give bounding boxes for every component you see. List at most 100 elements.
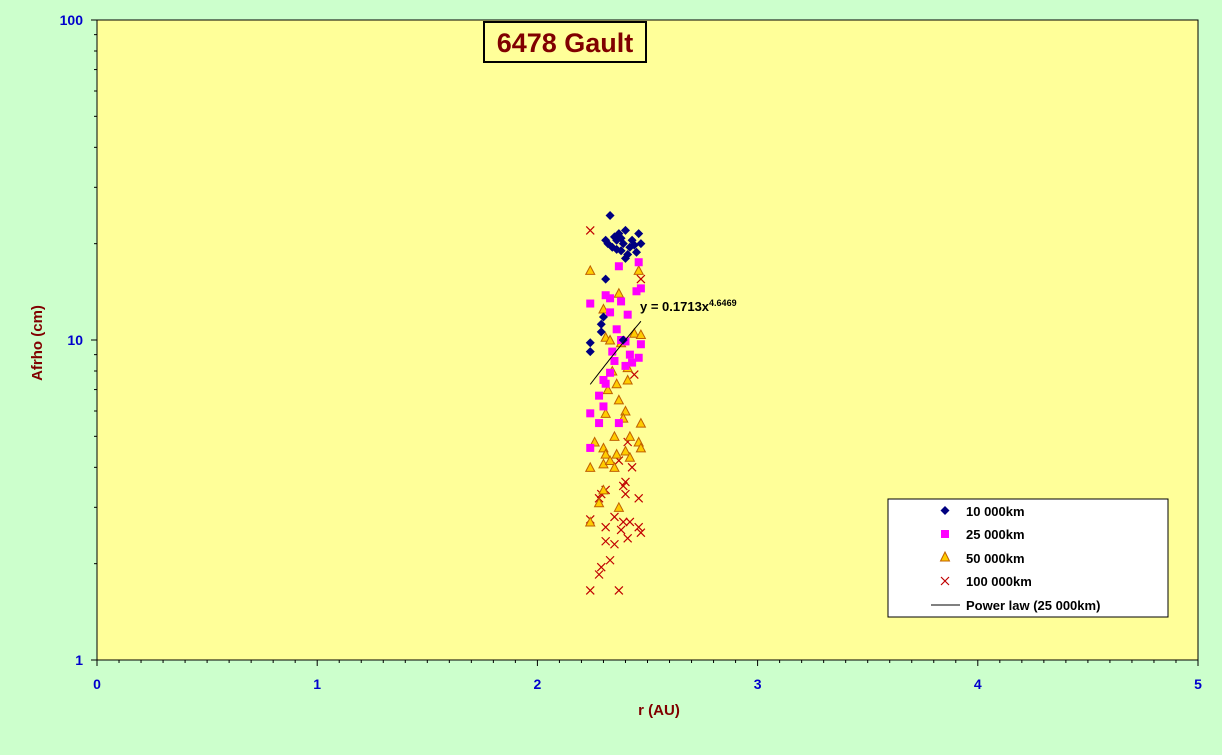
data-point	[606, 294, 615, 303]
data-series	[584, 210, 647, 595]
legend-marker-x	[940, 576, 950, 586]
data-point	[634, 522, 644, 532]
data-point	[635, 328, 647, 340]
data-point	[635, 417, 647, 428]
data-point	[623, 533, 633, 543]
power-law-trendline	[589, 320, 642, 385]
data-point	[629, 240, 639, 250]
x-tick-label: 4	[974, 676, 982, 692]
data-point	[611, 448, 623, 459]
data-point	[611, 378, 623, 389]
data-point	[613, 394, 625, 405]
legend-label: 50 000km	[966, 551, 1025, 566]
data-point	[636, 274, 646, 284]
data-point	[634, 493, 644, 503]
data-point	[604, 334, 616, 345]
data-point	[614, 262, 623, 271]
legend-item-50000km: 50 000km	[939, 550, 1025, 566]
data-point	[618, 517, 628, 527]
data-point	[596, 327, 606, 337]
data-point	[596, 319, 606, 329]
legend-marker-diamond	[940, 506, 950, 515]
legend-marker-triangle	[939, 550, 951, 562]
legend-label: 10 000km	[966, 504, 1025, 519]
data-point	[601, 536, 611, 546]
data-point	[633, 264, 645, 275]
data-point	[617, 297, 626, 306]
x-tick-label: 2	[534, 676, 542, 692]
x-tick-label: 5	[1194, 676, 1202, 692]
chart-title: 6478 Gault	[497, 28, 634, 58]
data-point	[585, 585, 595, 595]
data-point	[610, 356, 619, 365]
data-point	[586, 299, 595, 308]
data-point	[609, 461, 620, 472]
data-point	[613, 287, 625, 298]
data-point	[606, 368, 615, 377]
data-point	[601, 274, 611, 284]
data-point	[604, 454, 616, 466]
y-axis-label: Afrho (cm)	[29, 305, 46, 381]
y-tick-label: 10	[67, 332, 83, 348]
series-100-000km	[585, 226, 646, 595]
data-point	[628, 327, 640, 338]
data-point	[606, 308, 615, 317]
data-point	[585, 226, 595, 235]
y-tick-label: 1	[75, 652, 83, 668]
data-point	[610, 539, 619, 549]
data-point	[601, 291, 610, 300]
data-point	[610, 512, 619, 522]
legend-item-100000km: 100 000km	[940, 574, 1032, 589]
data-point	[585, 347, 595, 357]
trendline-equation-base: y = 0.1713x	[640, 299, 710, 314]
data-point	[600, 407, 611, 418]
series-25-000km	[586, 258, 645, 452]
data-point	[599, 402, 608, 411]
data-point	[586, 409, 595, 418]
data-point	[636, 239, 646, 249]
data-point	[623, 310, 632, 319]
data-point	[634, 353, 643, 362]
legend-box	[887, 498, 1169, 618]
data-point	[593, 497, 605, 508]
data-point	[618, 481, 628, 491]
data-point	[601, 379, 610, 388]
x-tick-label: 3	[754, 676, 762, 692]
y-tick-label: 100	[60, 12, 84, 28]
data-point	[625, 517, 635, 527]
data-point	[612, 325, 621, 334]
data-point	[595, 419, 604, 428]
legend-label: 25 000km	[966, 527, 1025, 542]
data-point	[628, 358, 637, 367]
series-10-000km	[585, 210, 646, 357]
chart-title-box	[483, 21, 647, 63]
data-point	[621, 361, 630, 370]
data-point	[605, 210, 615, 220]
data-point	[632, 287, 641, 296]
data-point	[627, 462, 637, 472]
data-point	[594, 570, 604, 579]
x-axis-label: r (AU)	[638, 702, 680, 719]
data-point	[609, 430, 620, 441]
data-point	[624, 451, 636, 462]
legend-item-10000km: 10 000km	[940, 504, 1025, 519]
data-point	[618, 335, 628, 345]
trendline-layer	[589, 320, 642, 385]
trendline-equation: y = 0.1713x4.6469	[640, 298, 737, 314]
data-point	[616, 233, 626, 243]
data-point	[601, 522, 611, 532]
x-tick-label: 0	[93, 676, 101, 692]
data-point	[636, 528, 646, 538]
data-point	[613, 501, 625, 512]
data-point	[584, 461, 596, 472]
data-point	[608, 347, 617, 356]
data-point	[596, 562, 606, 572]
data-point	[634, 229, 644, 239]
data-point	[595, 391, 604, 400]
data-point	[589, 436, 600, 447]
data-point	[616, 525, 626, 535]
data-point	[622, 374, 634, 385]
legend-label: Power law (25 000km)	[966, 598, 1100, 613]
legend-label: 100 000km	[966, 574, 1032, 589]
